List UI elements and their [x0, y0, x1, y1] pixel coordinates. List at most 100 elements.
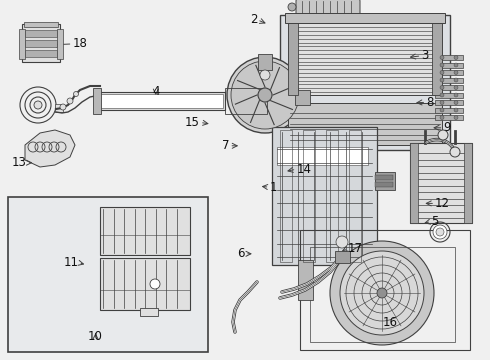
Circle shape: [438, 130, 448, 140]
Bar: [24, 22, 58, 27]
Text: 12: 12: [435, 197, 450, 210]
Bar: [303, 130, 315, 262]
Bar: [435, 115, 463, 120]
Bar: [140, 308, 158, 316]
Bar: [280, 15, 450, 150]
Bar: [100, 207, 190, 255]
Circle shape: [454, 78, 458, 82]
Bar: [288, 23, 298, 95]
Bar: [272, 127, 377, 265]
Bar: [326, 130, 338, 262]
FancyBboxPatch shape: [296, 0, 360, 15]
Text: 6: 6: [238, 247, 245, 260]
Text: 13: 13: [12, 156, 27, 169]
Bar: [298, 260, 313, 300]
Circle shape: [440, 86, 444, 90]
Text: 9: 9: [443, 121, 451, 134]
Text: 4: 4: [152, 85, 160, 98]
Bar: [275, 145, 370, 167]
Text: 10: 10: [88, 330, 103, 343]
Polygon shape: [25, 130, 75, 167]
Text: 11: 11: [63, 256, 78, 269]
Text: 16: 16: [382, 316, 397, 329]
Bar: [435, 77, 463, 82]
Text: 17: 17: [348, 242, 363, 255]
Bar: [435, 55, 463, 60]
Circle shape: [231, 61, 299, 129]
Circle shape: [377, 288, 387, 298]
Bar: [432, 23, 442, 95]
Bar: [435, 93, 463, 98]
Bar: [258, 54, 272, 70]
Circle shape: [288, 3, 296, 11]
Circle shape: [454, 93, 458, 97]
Bar: [25, 30, 57, 37]
Circle shape: [440, 100, 444, 104]
Circle shape: [454, 100, 458, 104]
Circle shape: [440, 55, 444, 59]
Text: 14: 14: [296, 163, 312, 176]
Bar: [435, 85, 463, 90]
Circle shape: [440, 78, 444, 82]
Bar: [375, 172, 395, 190]
Text: 1: 1: [270, 181, 277, 194]
Bar: [19, 29, 25, 59]
Circle shape: [454, 71, 458, 75]
Circle shape: [440, 93, 444, 97]
Text: 18: 18: [73, 37, 87, 50]
Bar: [100, 258, 190, 310]
Bar: [285, 13, 445, 23]
Circle shape: [454, 63, 458, 67]
Bar: [97, 94, 223, 108]
Circle shape: [260, 70, 270, 80]
Text: 15: 15: [185, 116, 200, 129]
Bar: [280, 130, 292, 262]
Circle shape: [258, 88, 272, 102]
Bar: [310, 247, 455, 342]
Bar: [25, 50, 57, 57]
Circle shape: [454, 86, 458, 90]
Circle shape: [454, 55, 458, 59]
Bar: [225, 88, 267, 114]
Bar: [410, 143, 418, 223]
Bar: [57, 29, 63, 59]
Bar: [55, 104, 63, 112]
Circle shape: [440, 108, 444, 112]
Bar: [349, 130, 361, 262]
Circle shape: [450, 147, 460, 157]
Circle shape: [330, 241, 434, 345]
Circle shape: [454, 108, 458, 112]
Bar: [435, 108, 463, 112]
Bar: [375, 175, 393, 180]
Bar: [93, 88, 101, 114]
Bar: [300, 230, 470, 350]
Bar: [295, 90, 310, 105]
Circle shape: [440, 116, 444, 120]
Circle shape: [433, 225, 447, 239]
Bar: [25, 40, 57, 47]
Bar: [410, 143, 472, 223]
Bar: [464, 143, 472, 223]
Bar: [8, 197, 208, 352]
Bar: [288, 23, 442, 95]
Bar: [277, 147, 368, 165]
Circle shape: [436, 228, 444, 236]
Bar: [95, 92, 225, 110]
Circle shape: [67, 98, 73, 104]
Bar: [435, 70, 463, 75]
Circle shape: [60, 104, 66, 110]
Bar: [22, 24, 60, 62]
Circle shape: [150, 279, 160, 289]
Circle shape: [340, 251, 424, 335]
Text: 3: 3: [421, 49, 429, 62]
Bar: [335, 251, 350, 263]
Bar: [435, 100, 463, 105]
Circle shape: [227, 57, 303, 133]
Circle shape: [454, 116, 458, 120]
Text: 7: 7: [222, 139, 229, 152]
Circle shape: [34, 101, 42, 109]
Text: 8: 8: [426, 96, 434, 109]
Text: 5: 5: [431, 215, 439, 228]
Bar: [435, 63, 463, 68]
Circle shape: [440, 71, 444, 75]
